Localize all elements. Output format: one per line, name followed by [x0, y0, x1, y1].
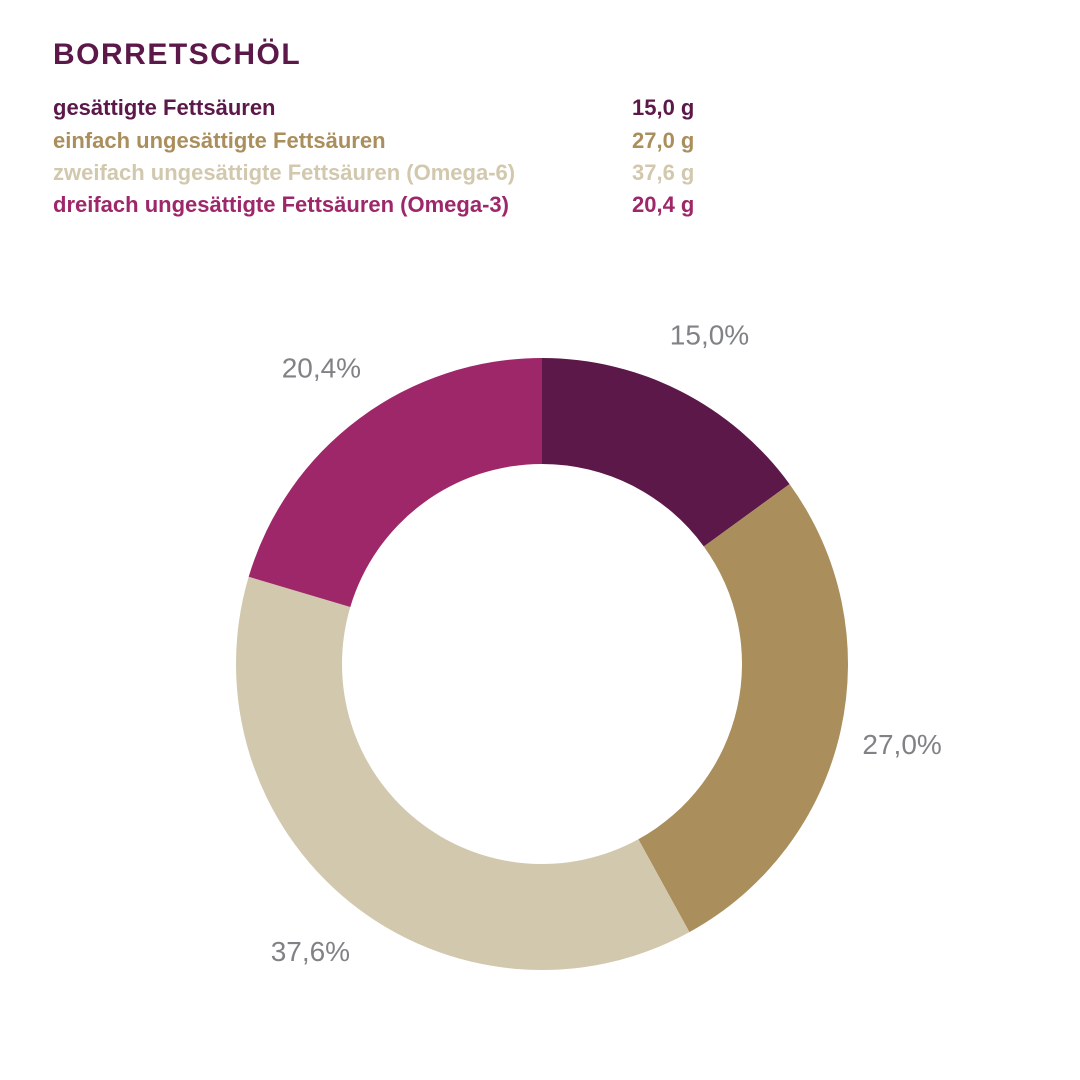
slice-percent-label-2: 37,6% — [271, 936, 350, 967]
legend-row-monounsaturated: einfach ungesättigte Fettsäuren 27,0 g — [53, 124, 713, 156]
legend-label: gesättigte Fettsäuren — [53, 95, 276, 121]
legend-value: 27,0 g — [632, 127, 695, 153]
slice-percent-label-0: 15,0% — [670, 320, 749, 351]
legend-row-omega3: dreifach ungesättigte Fettsäuren (Omega-… — [53, 189, 713, 221]
legend-label: zweifach ungesättigte Fettsäuren (Omega-… — [53, 159, 516, 185]
donut-slice-1 — [638, 484, 849, 933]
legend-label: dreifach ungesättigte Fettsäuren (Omega-… — [53, 192, 509, 218]
donut-slice-3 — [248, 358, 542, 607]
donut-slice-2 — [235, 576, 690, 971]
legend-value: 15,0 g — [632, 95, 695, 121]
legend-value: 37,6 g — [632, 159, 695, 185]
legend-value: 20,4 g — [632, 192, 695, 218]
slice-percent-label-1: 27,0% — [862, 729, 941, 760]
legend-row-omega6: zweifach ungesättigte Fettsäuren (Omega-… — [53, 157, 713, 189]
legend: gesättigte Fettsäuren 15,0 g einfach ung… — [53, 92, 713, 222]
slice-percent-label-3: 20,4% — [282, 353, 361, 384]
donut-slice-0 — [542, 358, 790, 547]
legend-row-saturated: gesättigte Fettsäuren 15,0 g — [53, 92, 713, 124]
page-title: BORRETSCHÖL — [53, 38, 302, 71]
legend-label: einfach ungesättigte Fettsäuren — [53, 127, 386, 153]
